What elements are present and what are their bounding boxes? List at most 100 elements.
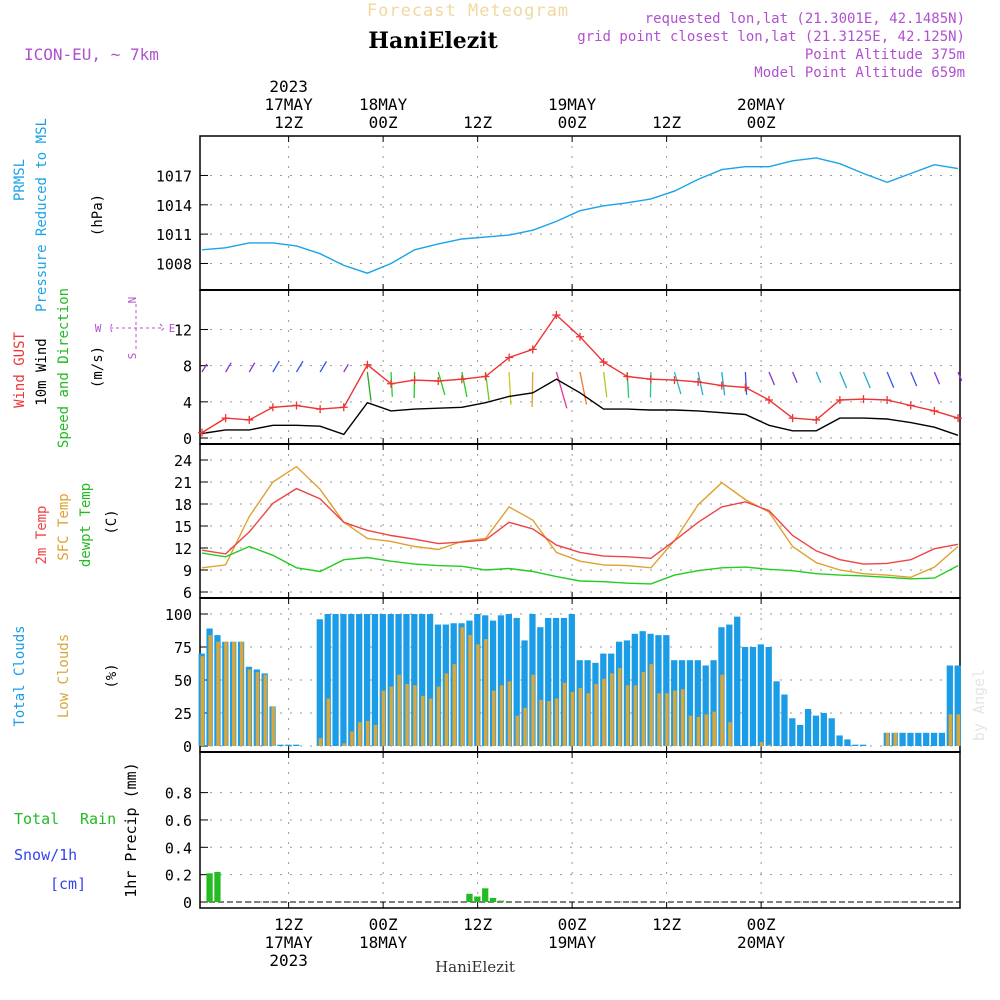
gust-line-point — [481, 372, 490, 381]
total-cloud-bar — [379, 614, 386, 746]
total-cloud-bar — [505, 614, 512, 746]
compass-rose-icon — [109, 304, 165, 352]
total-cloud-bar — [734, 616, 741, 746]
total-cloud-bar — [434, 624, 442, 746]
wind-direction-arrow — [461, 371, 468, 398]
total-cloud-bar — [497, 615, 505, 746]
low-cloud-bar — [673, 690, 677, 746]
sfc-temp-line — [201, 465, 959, 579]
wind-direction-arrow — [248, 362, 256, 373]
low-cloud-bar — [499, 685, 504, 746]
legend-rain: Rain — [80, 810, 116, 828]
bottom-time-label-hour: 12Z — [463, 915, 492, 934]
wind-direction-arrow — [390, 371, 393, 397]
ylabel-speed-direction: Speed and Direction — [56, 288, 72, 448]
ylabel-pressure: Pressure Reduced to MSL — [34, 118, 50, 312]
y-tick-label: 1017 — [156, 167, 192, 185]
total-cloud-bar — [521, 640, 528, 746]
y-tick-label: 12 — [174, 540, 192, 558]
panel-precipitation — [199, 751, 961, 909]
wind-direction-arrow — [792, 371, 798, 383]
ylabel-prmsl: PRMSL — [12, 159, 28, 201]
total-cloud-bar — [537, 627, 544, 746]
total-cloud-bar — [749, 647, 757, 746]
ylabel-wind: 10m Wind — [34, 338, 50, 405]
panel-pressure — [199, 135, 961, 291]
top-time-label-date: 20MAY — [737, 95, 786, 114]
y-tick-label: 0.2 — [165, 867, 192, 885]
low-cloud-bar — [586, 693, 590, 746]
low-cloud-bar — [232, 641, 236, 746]
chart-title: Forecast Meteogram — [367, 1, 569, 21]
gust-line-point — [221, 414, 230, 423]
bottom-time-label-hour: 12Z — [652, 915, 681, 934]
gust-line-point — [930, 406, 939, 415]
total-cloud-bar — [828, 718, 835, 746]
total-cloud-bar — [702, 665, 709, 746]
wind-direction-arrow — [343, 363, 349, 373]
low-cloud-bar — [389, 686, 394, 746]
low-cloud-bar — [712, 711, 716, 746]
total-cloud-bar — [411, 614, 418, 746]
legend-snow-unit: [cm] — [50, 875, 86, 893]
top-time-label-hour: 00Z — [558, 113, 587, 132]
bottom-time-label-date: 20MAY — [737, 933, 786, 952]
ylabel-sfc-temp: SFC Temp — [56, 493, 72, 560]
total-cloud-bar — [686, 660, 694, 746]
low-cloud-bar — [484, 639, 488, 746]
y-tick-label: 6 — [183, 584, 192, 602]
y-tick-label: 18 — [174, 496, 192, 514]
top-time-label-date: 19MAY — [548, 95, 597, 114]
low-cloud-bar — [649, 664, 653, 746]
gust-line-point — [812, 415, 821, 424]
low-cloud-bar — [397, 674, 401, 746]
wind-direction-arrow — [886, 371, 895, 388]
low-cloud-bar — [893, 732, 898, 746]
wind-direction-arrow — [815, 371, 822, 383]
total-cloud-bar — [426, 614, 434, 746]
total-cloud-bar — [694, 660, 701, 746]
model-altitude: Model Point Altitude 659m — [754, 65, 965, 81]
watermark: by Angel — [970, 669, 988, 741]
gust-line-point — [670, 376, 679, 385]
low-cloud-bar — [547, 701, 551, 746]
total-cloud-bar — [836, 735, 843, 746]
low-cloud-bar — [263, 674, 268, 746]
low-cloud-bar — [476, 644, 480, 746]
low-cloud-bar — [342, 743, 346, 746]
low-cloud-bar — [239, 641, 244, 746]
low-cloud-bar — [625, 685, 630, 746]
compass-s: S — [126, 353, 139, 360]
low-cloud-bar — [767, 744, 772, 746]
gust-line-point — [528, 345, 537, 354]
total-cloud-bar — [757, 644, 764, 746]
low-cloud-bar — [326, 698, 331, 746]
rain-bar — [206, 873, 213, 902]
total-cloud-bar — [371, 614, 379, 746]
top-time-label-hour: 00Z — [369, 113, 398, 132]
total-cloud-bar — [804, 709, 812, 746]
rain-bar — [482, 888, 489, 902]
bottom-time-label-year: 2023 — [269, 951, 308, 970]
low-cloud-bar — [318, 738, 323, 746]
low-cloud-bar — [452, 664, 457, 746]
panel-frame — [199, 751, 961, 909]
total-cloud-bar — [316, 619, 323, 746]
wind-direction-arrow — [366, 371, 372, 401]
low-cloud-bar — [578, 687, 583, 746]
gust-line-point — [434, 377, 443, 386]
total-cloud-bar — [663, 635, 670, 746]
low-cloud-bar — [515, 715, 520, 746]
y-tick-label: 100 — [165, 606, 192, 624]
gust-line-point — [292, 401, 301, 410]
gust-line-point — [363, 360, 372, 369]
total-cloud-bar — [560, 617, 568, 746]
gust-line-point — [835, 396, 844, 405]
wind-direction-arrow — [272, 360, 280, 373]
gust-line-point — [883, 396, 892, 405]
bottom-time-label-hour: 00Z — [747, 915, 776, 934]
gust-line-point — [505, 353, 514, 362]
total-cloud-bar — [852, 744, 859, 746]
low-cloud-bar — [436, 686, 441, 746]
